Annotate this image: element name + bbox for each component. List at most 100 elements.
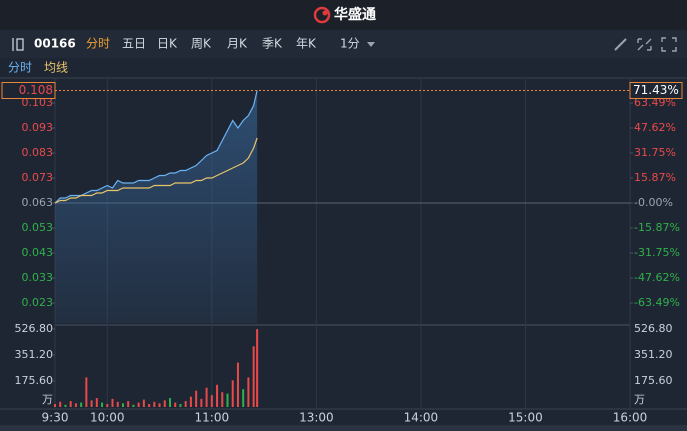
volume-bar [137,402,140,407]
price-area [55,90,258,323]
volume-bar [101,402,104,407]
volume-bar [59,401,62,407]
volume-bar [169,398,171,407]
tab[interactable]: 年K [296,37,317,51]
y-tick-label: 0.083 [22,146,54,159]
y-tick-label: 0.103 [22,96,54,109]
volume-bar [184,401,187,407]
volume-bar [256,329,259,407]
volume-bar [247,377,250,407]
interval-select[interactable]: 1分 [340,37,360,51]
y2-tick-label: 63.49% [634,96,676,109]
x-tick-label: 14:00 [404,411,439,425]
tab[interactable]: 周K [191,37,212,51]
legend-bar [0,58,687,78]
y2-tick-label: 47.62% [634,121,676,134]
header-bar [0,0,687,30]
volume-bar [216,384,219,407]
volume-bar [226,393,229,407]
volume-bar [195,390,198,407]
volume-bar [205,387,208,407]
legend-entry[interactable]: 分时 [8,61,32,75]
y-tick-label: 0.023 [22,296,54,309]
x-tick-label: 13:00 [299,411,334,425]
draw-icon[interactable] [614,38,627,51]
volume-unit: 万 [634,393,645,406]
tab[interactable]: 月K [227,37,248,51]
y2-tick-label: -0.00% [634,196,673,209]
toolbar [0,30,687,58]
volume-bar [231,380,234,407]
collapse-icon[interactable] [12,38,24,51]
tab[interactable]: 五日 [122,37,146,51]
logo [313,6,331,24]
volume-bar [174,402,177,407]
brand: 华盛通 [334,6,376,23]
volume-bar [74,403,77,407]
y-tick-label: 0.053 [22,221,54,234]
volume-bar [132,404,135,407]
volume-tick-label: 175.60 [634,374,673,387]
y-tick-label: 0.063 [22,196,54,209]
volume-bar [252,346,255,407]
volume-bar [90,400,93,407]
tab[interactable]: 分时 [86,37,110,51]
volume-bar [54,404,56,407]
volume-bar [179,404,182,407]
x-tick-label: 9:30 [42,411,69,425]
volume-bar [127,401,130,407]
volume-bar [236,362,239,407]
volume-tick-label: 526.80 [634,322,673,335]
series-line [54,90,258,204]
volume-bar [121,403,124,407]
x-tick-label: 10:00 [90,411,125,425]
legend-entry[interactable]: 均线 [44,61,68,75]
stock-code: 00166 [34,37,76,51]
y-tick-label: 0.073 [22,171,54,184]
fullscreen-icon[interactable] [661,37,677,52]
volume-bar [64,404,67,407]
volume-bar [158,403,161,407]
volume-bar [95,398,98,407]
y2-tick-label: 15.87% [634,171,676,184]
y-tick-label: 0.043 [22,246,54,259]
volume-bar [200,398,203,407]
volume-bar [80,402,83,407]
volume-bar [85,377,88,407]
x-tick-label: 11:00 [195,411,230,425]
volume-unit: 万 [42,393,53,406]
y-tick-label: 0.033 [22,271,54,284]
volume-tick-label: 351.20 [634,348,673,361]
bottom-strip [0,425,687,431]
volume-bar [153,401,156,407]
volume-bar [69,401,72,407]
volume-bar [111,398,114,407]
volume-bar [106,404,109,407]
tab[interactable]: 日K [157,37,178,51]
volume-bar [189,396,192,407]
last-change-box [629,81,683,99]
y2-tick-label: -63.49% [634,296,680,309]
volume-bar [142,399,145,407]
expand-icon[interactable] [637,38,652,51]
volume-bar [163,400,166,407]
x-tick-label: 15:00 [508,411,543,425]
dropdown-arrow[interactable] [367,42,375,47]
volume-bar [116,401,119,407]
volume-bar [221,392,224,407]
last-price-box [1,82,56,99]
series-line [54,137,258,204]
last-price-label: 0.108 [19,83,53,97]
y2-tick-label: 31.75% [634,146,676,159]
y-tick-label: 0.093 [22,121,54,134]
volume-tick-label: 526.80 [15,322,54,335]
tab[interactable]: 季K [262,37,283,51]
last-change-label: 71.43% [633,83,679,97]
y2-tick-label: -31.75% [634,246,680,259]
y2-tick-label: -47.62% [634,271,680,284]
volume-tick-label: 351.20 [15,348,54,361]
x-tick-label: 16:00 [613,411,648,425]
volume-tick-label: 175.60 [15,374,54,387]
